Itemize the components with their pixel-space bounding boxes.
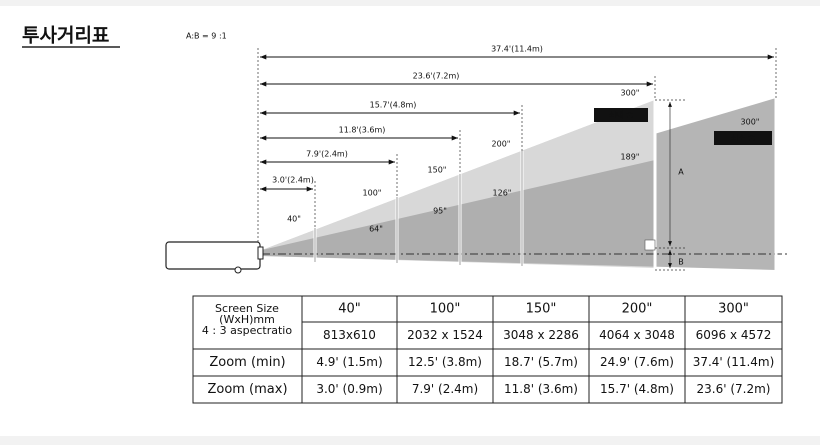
ratio-note: A:B = 9 :1	[186, 32, 227, 41]
table-cell: 18.7' (5.7m)	[504, 355, 578, 369]
table-cell: 2032 x 1524	[407, 328, 483, 342]
screen-outlines	[314, 151, 523, 266]
min-zoom-size: 300"	[741, 118, 760, 127]
table-cell: 12.5' (3.8m)	[408, 355, 482, 369]
distance-label: 15.7'(4.8m)	[370, 101, 417, 110]
table-cell: 813x610	[323, 328, 376, 342]
table-cell: 6096 x 4572	[696, 328, 772, 342]
inner-size-label: 126"	[493, 189, 512, 198]
projector-foot	[234, 266, 242, 274]
inner-size-label: 189"	[621, 153, 640, 162]
table-header: 300"	[718, 302, 749, 317]
distance-label: 3.0'(2.4m)	[272, 176, 314, 185]
table-cell: 11.8' (3.6m)	[504, 382, 578, 396]
min-zoom-label: 최소 줌	[731, 133, 756, 143]
distance-arrows	[260, 54, 774, 192]
table-cell: 4.9' (1.5m)	[316, 355, 382, 369]
screen-size-label: 300"	[621, 89, 640, 98]
table-corner: 4 : 3 aspectratio	[202, 324, 292, 337]
projector-lens	[257, 246, 264, 260]
table-cell: 4064 x 3048	[599, 328, 675, 342]
table-row-label: Zoom (max)	[207, 382, 287, 397]
dimension-lines	[655, 99, 686, 271]
screen-size-label: 40"	[287, 215, 301, 224]
screen-size-label: 150"	[428, 166, 447, 175]
distance-label: 23.6'(7.2m)	[413, 72, 460, 81]
top-strip	[0, 0, 820, 6]
inner-size-label: 95"	[433, 207, 447, 216]
projector	[165, 241, 264, 274]
max-zoom-label: 최대 줌	[609, 110, 634, 120]
table-corner: (WxH)mm	[219, 313, 275, 326]
distance-label: 37.4'(11.4m)	[491, 45, 543, 54]
table-header: 100"	[430, 302, 461, 317]
screen-size-label: 100"	[363, 189, 382, 198]
table-cell: 15.7' (4.8m)	[600, 382, 674, 396]
distance-label: 7.9'(2.4m)	[306, 150, 348, 159]
table-cell: 3048 x 2286	[503, 328, 579, 342]
projector-body	[165, 241, 261, 270]
table-cell: 3.0' (0.9m)	[316, 382, 382, 396]
inner-size-label: 64"	[369, 225, 383, 234]
min-zoom-badge	[714, 131, 772, 145]
table-cell: 7.9' (2.4m)	[412, 382, 478, 396]
distance-label: 11.8'(3.6m)	[339, 126, 386, 135]
table-header: 150"	[526, 302, 557, 317]
dimension-label: B	[678, 258, 684, 267]
table-corner: Screen Size	[215, 302, 279, 315]
table-cell: 37.4' (11.4m)	[693, 355, 775, 369]
distance-guides	[257, 48, 777, 250]
max-zoom-badge	[594, 108, 648, 122]
table-row-label: Zoom (min)	[209, 355, 285, 370]
table-cell: 23.6' (7.2m)	[697, 382, 771, 396]
screen-size-label: 200"	[492, 140, 511, 149]
bottom-strip	[0, 436, 820, 445]
table-header: 40"	[338, 302, 361, 317]
marker-square	[644, 239, 656, 251]
title: 투사거리표	[22, 25, 109, 47]
table-cell: 24.9' (7.6m)	[600, 355, 674, 369]
table-header: 200"	[622, 302, 653, 317]
dimension-label: A	[678, 168, 684, 177]
